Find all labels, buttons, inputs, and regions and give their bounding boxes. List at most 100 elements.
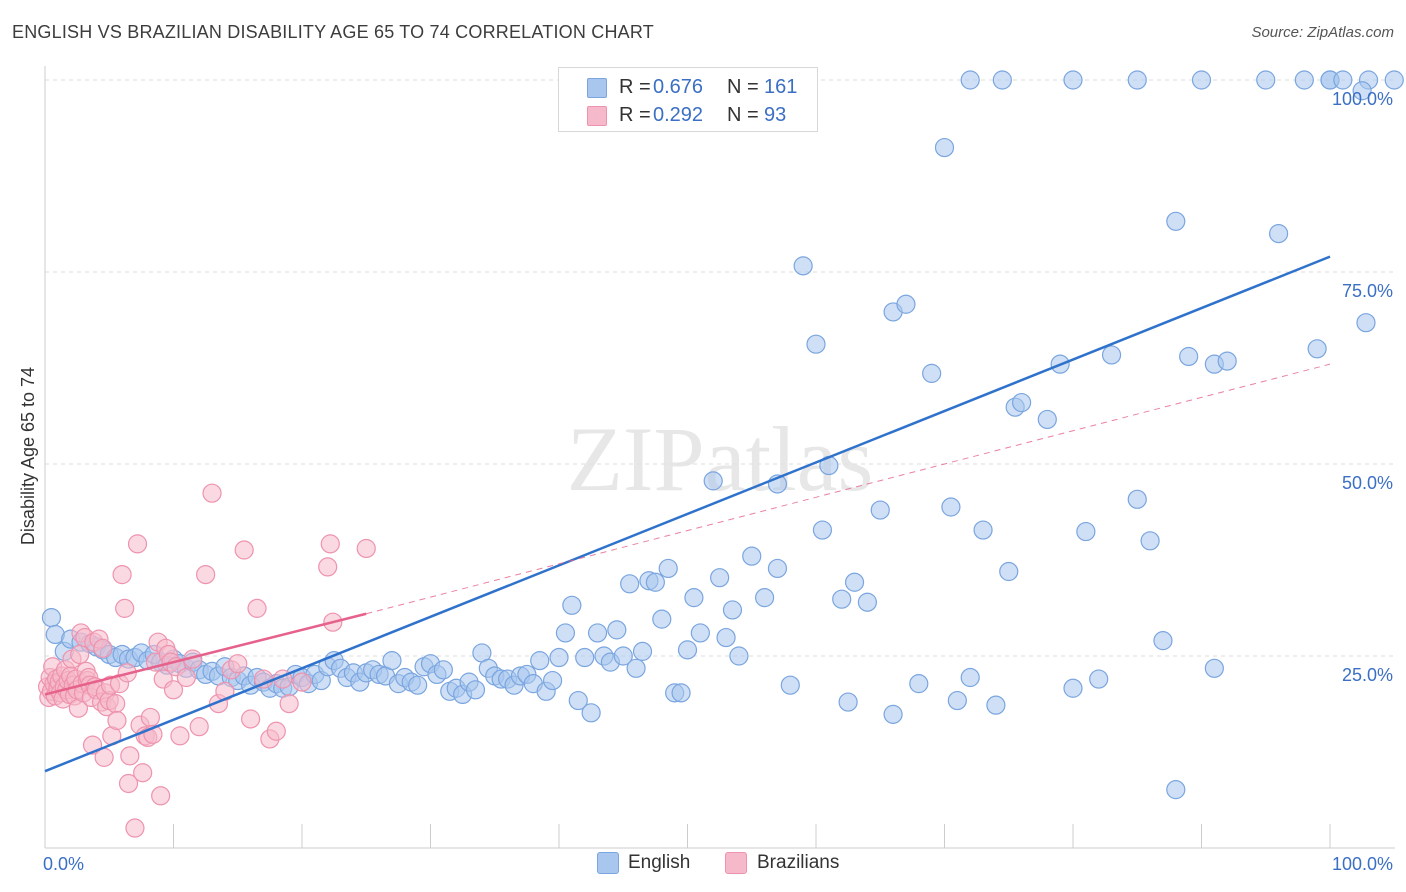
brazilian-point bbox=[318, 557, 338, 577]
english-point bbox=[754, 588, 775, 608]
english-point bbox=[806, 334, 826, 354]
english-point bbox=[922, 363, 942, 383]
legend-row-english: R = 0.676 N = 161 bbox=[559, 73, 817, 101]
english-point bbox=[1127, 70, 1147, 90]
english-point bbox=[587, 623, 608, 643]
brazilians-swatch bbox=[587, 106, 607, 126]
english-point bbox=[960, 70, 980, 90]
english-point bbox=[960, 667, 980, 688]
english-point bbox=[934, 137, 955, 158]
brazilian-point bbox=[106, 694, 126, 714]
brazilian-point bbox=[115, 598, 135, 618]
brazilian-point bbox=[170, 726, 190, 746]
english-point bbox=[1204, 658, 1224, 678]
legend-r-label: R = bbox=[619, 76, 651, 98]
brazilian-point bbox=[70, 644, 90, 665]
english-swatch bbox=[587, 78, 607, 98]
english-point bbox=[716, 627, 736, 648]
y-tick-label: 25.0% bbox=[1342, 665, 1393, 685]
brazilian-point bbox=[228, 654, 248, 674]
english-point bbox=[729, 646, 749, 666]
bottom-legend-brazilians-swatch bbox=[725, 852, 747, 874]
brazilian-point bbox=[151, 786, 171, 806]
brazilian-point bbox=[234, 540, 254, 560]
english-point bbox=[1127, 489, 1147, 509]
english-point bbox=[575, 647, 595, 668]
english-point bbox=[1166, 211, 1186, 231]
english-point bbox=[780, 675, 800, 695]
brazilian-point bbox=[125, 818, 145, 838]
english-point bbox=[568, 690, 588, 711]
bottom-legend-english: English bbox=[628, 852, 691, 873]
bottom-legend-english-swatch bbox=[597, 852, 619, 874]
english-point bbox=[1179, 346, 1199, 367]
y-axis-label: Disability Age 65 to 74 bbox=[18, 367, 38, 545]
english-trend-line bbox=[44, 255, 1331, 773]
legend-r-value: 0.676 bbox=[653, 76, 704, 98]
english-point bbox=[1089, 669, 1109, 689]
english-point bbox=[581, 703, 601, 723]
labels-layer: 25.0% 50.0% 75.0% 100.0% 0.0% 100.0% Disabilit… bbox=[18, 89, 1393, 874]
english-point bbox=[542, 670, 563, 691]
english-point bbox=[838, 692, 858, 712]
brazilian-point bbox=[118, 773, 139, 794]
english-point bbox=[1191, 70, 1212, 90]
legend-row-brazilians: R = 0.292 N = 93 bbox=[559, 101, 817, 129]
english-point bbox=[742, 546, 762, 566]
english-point bbox=[710, 568, 730, 588]
english-point bbox=[555, 623, 576, 643]
english-point bbox=[382, 651, 402, 671]
english-point bbox=[1037, 409, 1057, 430]
english-point bbox=[1140, 531, 1160, 551]
bottom-legend-brazilians: Brazilians bbox=[757, 852, 840, 873]
brazilian-point bbox=[140, 707, 160, 728]
y-tick-label: 100.0% bbox=[1332, 89, 1393, 109]
brazilian-point bbox=[247, 598, 267, 618]
brazilian-point bbox=[356, 538, 376, 559]
english-point bbox=[1268, 224, 1289, 244]
brazilian-point bbox=[320, 534, 340, 554]
axes-layer bbox=[44, 66, 1395, 849]
brazilian-point bbox=[163, 680, 184, 700]
english-point bbox=[1166, 780, 1186, 800]
english-point bbox=[793, 256, 813, 276]
english-point bbox=[465, 680, 486, 700]
english-point bbox=[703, 471, 723, 491]
legend-n-label: N = bbox=[727, 104, 759, 126]
legend-r-label: R = bbox=[619, 104, 651, 126]
english-point bbox=[812, 520, 833, 540]
english-point bbox=[690, 623, 710, 643]
english-point bbox=[986, 695, 1006, 715]
english-point bbox=[1101, 345, 1122, 365]
x-tick-label: 100.0% bbox=[1332, 854, 1393, 874]
english-point bbox=[1011, 392, 1032, 413]
x-tick-label: 0.0% bbox=[43, 854, 84, 874]
brazilian-point bbox=[93, 638, 113, 658]
english-point bbox=[1217, 351, 1237, 371]
english-point bbox=[562, 595, 582, 615]
english-point bbox=[632, 641, 653, 661]
chart-source: Source: ZipAtlas.com bbox=[1251, 24, 1394, 41]
stats-legend: R = 0.676 N = 161 R = 0.292 N = 93 bbox=[558, 67, 818, 132]
english-point bbox=[549, 647, 569, 668]
english-point bbox=[973, 520, 993, 540]
english-point bbox=[1307, 339, 1327, 359]
english-point bbox=[671, 683, 691, 703]
english-point bbox=[408, 675, 428, 695]
english-point bbox=[883, 704, 903, 724]
english-point bbox=[684, 588, 704, 608]
english-point bbox=[530, 651, 550, 671]
english-point bbox=[1352, 81, 1372, 101]
english-point bbox=[767, 558, 788, 579]
english-point bbox=[1384, 70, 1404, 90]
english-point bbox=[652, 609, 672, 629]
legend-r-value: 0.292 bbox=[653, 104, 704, 126]
english-point bbox=[620, 574, 640, 594]
english-point bbox=[645, 572, 665, 592]
english-point bbox=[1076, 521, 1096, 542]
trend-layer bbox=[44, 255, 1331, 773]
english-point bbox=[844, 572, 865, 592]
english-point bbox=[1356, 313, 1376, 333]
english-point bbox=[1063, 70, 1083, 90]
english-point bbox=[992, 70, 1012, 90]
